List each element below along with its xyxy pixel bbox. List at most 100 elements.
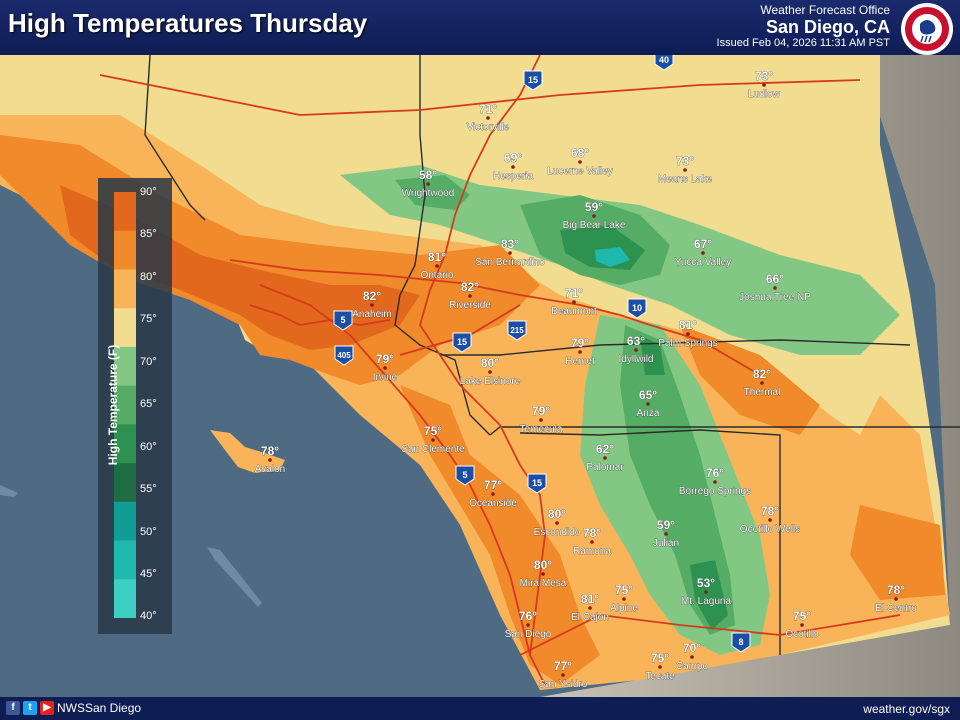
city-name: Anza: [637, 408, 660, 419]
legend-tick: 85°: [140, 228, 157, 240]
hottest-zone: [60, 185, 420, 350]
city-name: Mt. Laguna: [681, 596, 731, 607]
city-temperature: 76°: [706, 466, 724, 480]
city-name: Means Lake: [658, 174, 713, 185]
city-marker: [486, 116, 490, 120]
santa-barbara-island: [0, 485, 18, 497]
city-name: Yucca Valley: [675, 257, 732, 268]
city-temperature: 77°: [484, 478, 502, 492]
twitter-icon[interactable]: t: [23, 701, 37, 715]
city-marker: [634, 348, 638, 352]
city-marker: [894, 597, 898, 601]
wrightwood-peak: [395, 175, 470, 210]
city-marker: [488, 370, 492, 374]
office-info: Weather Forecast Office San Diego, CA Is…: [717, 3, 890, 49]
city-marker: [539, 418, 543, 422]
city-name: Big Bear Lake: [563, 220, 626, 231]
laguna-peak: [640, 335, 728, 630]
city-label: 82° Riverside: [449, 280, 492, 312]
city-name: Palm Springs: [658, 338, 717, 349]
city-name: Wrightwood: [402, 188, 455, 199]
city-temperature: 77°: [554, 659, 572, 673]
city-label: 78° El Centro: [875, 583, 918, 615]
city-name: Hemet: [565, 356, 595, 367]
city-temperature: 73°: [676, 154, 694, 168]
city-label: 59° Julian: [653, 518, 680, 550]
city-marker: [555, 521, 559, 525]
city-marker: [664, 532, 668, 536]
city-marker: [561, 673, 565, 677]
youtube-icon[interactable]: ▶: [40, 701, 54, 715]
city-marker: [686, 332, 690, 336]
city-marker: [435, 264, 439, 268]
legend-color-segment: [114, 385, 136, 425]
city-temperature: 79°: [376, 352, 394, 366]
city-temperature: 70°: [683, 641, 701, 655]
city-marker: [762, 83, 766, 87]
city-marker: [370, 303, 374, 307]
city-label: 81° El Cajon: [571, 592, 609, 624]
city-label: 75° San Clemente: [401, 424, 465, 456]
city-label: 53° Mt. Laguna: [681, 576, 732, 608]
temperature-legend: 90° 85° 80° 75° 70° 65° 60° 55° 50° 45° …: [98, 178, 172, 634]
city-marker: [768, 518, 772, 522]
legend-color-segment: [114, 540, 136, 580]
city-name: Borrego Springs: [679, 486, 751, 497]
city-marker: [426, 182, 430, 186]
city-name: Ocotillo Wells: [740, 524, 800, 535]
city-name: San Bernardino: [475, 257, 545, 268]
city-marker: [468, 294, 472, 298]
city-name: Thermal: [744, 387, 781, 398]
city-label: 79° Irvine: [372, 352, 398, 384]
legend-tick: 80°: [140, 271, 157, 283]
city-temperature: 67°: [694, 237, 712, 251]
city-temperature: 75°: [424, 424, 442, 438]
city-name: Victorville: [467, 122, 510, 133]
highway-shield-label: 405: [337, 351, 351, 360]
city-label: 82° Anaheim: [352, 289, 392, 321]
city-name: El Centro: [875, 603, 917, 614]
city-label: 78° Ocotillo Wells: [740, 504, 801, 536]
city-label: 62° Palomar: [586, 442, 625, 474]
legend-tick: 45°: [140, 568, 157, 580]
website-url[interactable]: weather.gov/sgx: [863, 702, 950, 716]
city-temperature: 80°: [481, 356, 499, 370]
legend-color-segment: [114, 192, 136, 232]
city-name: Ocotillo: [785, 629, 819, 640]
highway-shield-label: 8: [738, 637, 743, 647]
city-name: San Ysidro: [539, 679, 588, 690]
highway-shield-label: 40: [659, 55, 669, 65]
page-title: High Temperatures Thursday: [8, 8, 368, 38]
city-label: 76° San Diego: [504, 609, 552, 641]
city-marker: [622, 597, 626, 601]
city-marker: [526, 623, 530, 627]
legend-tick: 70°: [140, 356, 157, 368]
city-temperature: 71°: [565, 286, 583, 300]
city-marker: [592, 214, 596, 218]
city-name: Temecula: [520, 424, 563, 435]
city-label: 67° Yucca Valley: [674, 237, 732, 269]
city-name: El Cajon: [571, 612, 609, 623]
city-marker: [773, 286, 777, 290]
city-label: 75° Ocotillo: [785, 609, 819, 641]
city-name: Tecate: [645, 671, 675, 682]
facebook-icon[interactable]: f: [6, 701, 20, 715]
lake: [595, 247, 630, 267]
city-name: Irvine: [373, 372, 398, 383]
city-temperature: 80°: [534, 558, 552, 572]
city-temperature: 73°: [755, 69, 773, 83]
city-temperature: 62°: [596, 442, 614, 456]
city-temperature: 78°: [761, 504, 779, 518]
city-label: 71° Victorville: [466, 102, 510, 134]
city-label: 73° Ludlow: [748, 69, 781, 101]
legend-tick: 40°: [140, 610, 157, 622]
issued-time: Issued Feb 04, 2026 11:31 AM PST: [716, 37, 890, 49]
city-name: Riverside: [449, 300, 491, 311]
city-label: 75° Alpine: [610, 583, 639, 615]
city-label: 65° Anza: [636, 388, 660, 420]
city-temperature: 79°: [571, 336, 589, 350]
social-handle[interactable]: NWSSan Diego: [57, 701, 142, 715]
city-marker: [590, 540, 594, 544]
city-temperature: 69°: [504, 151, 522, 165]
city-temperature: 59°: [585, 200, 603, 214]
